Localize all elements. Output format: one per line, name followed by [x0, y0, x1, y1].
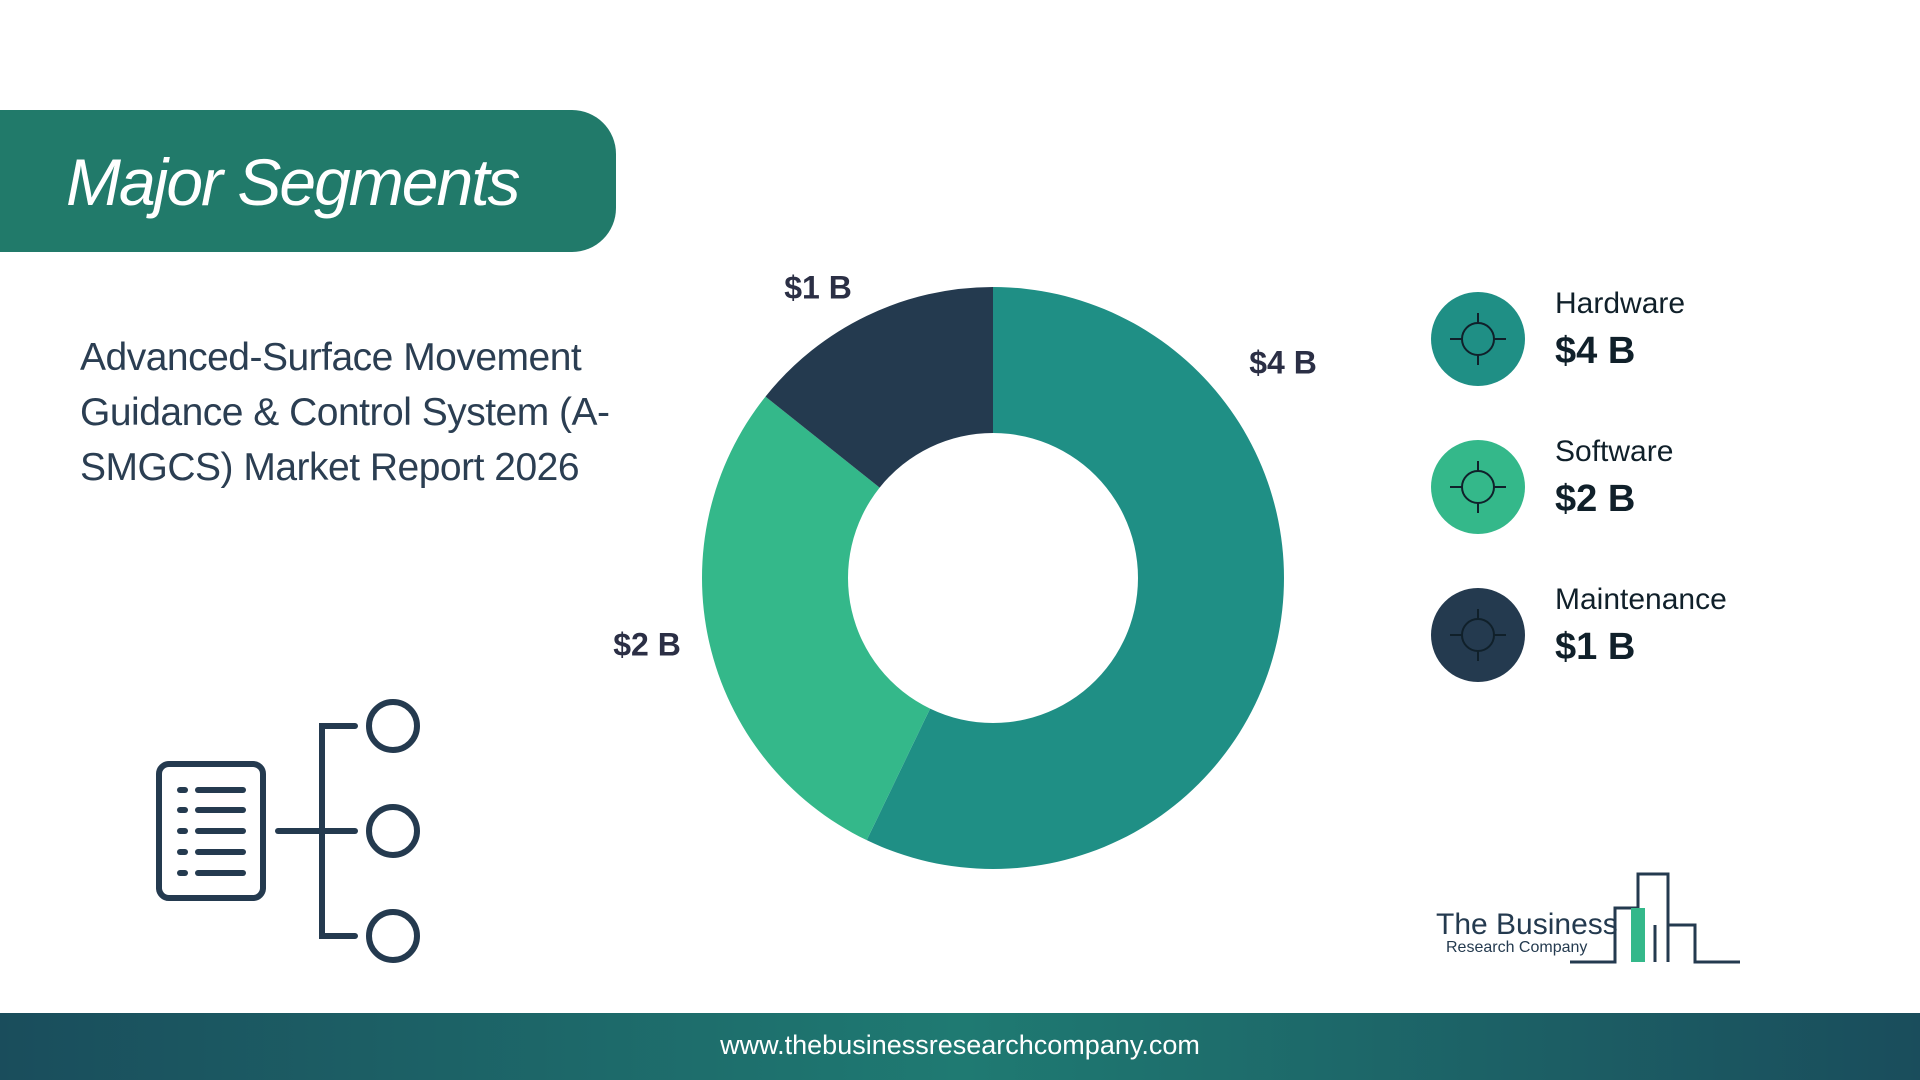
donut-slice	[701, 396, 931, 841]
legend-value: $2 B	[1555, 478, 1635, 520]
chart: The Business Research Company $4 B Hardwa…	[156, 269, 1740, 964]
glyph-part	[1450, 461, 1506, 513]
data-label: $4 B	[1249, 344, 1317, 380]
legend-glyph	[1450, 609, 1506, 661]
legend-icon	[1431, 292, 1525, 386]
footer: www.thebusinessresearchcompany.com	[0, 1013, 1920, 1080]
data-label: $2 B	[613, 626, 681, 662]
donut-slice	[866, 287, 1284, 869]
logo-line1: The Business	[1436, 908, 1618, 941]
legend-icon	[1431, 440, 1525, 534]
header-band: Major Segments	[0, 110, 616, 252]
segments-icon	[156, 699, 420, 963]
legend-name: Hardware	[1555, 287, 1685, 320]
subtitle: Advanced-Surface Movement Guidance & Con…	[80, 336, 610, 489]
logo-line2: Research Company	[1446, 939, 1587, 956]
legend-name: Software	[1555, 435, 1673, 468]
legend-value: $4 B	[1555, 330, 1635, 372]
legend-name: Maintenance	[1555, 583, 1727, 616]
data-label: $1 B	[784, 269, 852, 305]
title: Major Segments	[66, 145, 521, 219]
legend-icon	[1431, 588, 1525, 682]
glyph-part	[1450, 313, 1506, 365]
footer-url: www.thebusinessresearchcompany.com	[720, 1030, 1200, 1060]
legend-glyph	[1450, 461, 1506, 513]
donut-slice	[765, 287, 993, 488]
legend-glyph	[1450, 313, 1506, 365]
glyph-part	[1450, 609, 1506, 661]
logo: The Business Research Company	[1436, 872, 1740, 964]
legend-value: $1 B	[1555, 626, 1635, 668]
